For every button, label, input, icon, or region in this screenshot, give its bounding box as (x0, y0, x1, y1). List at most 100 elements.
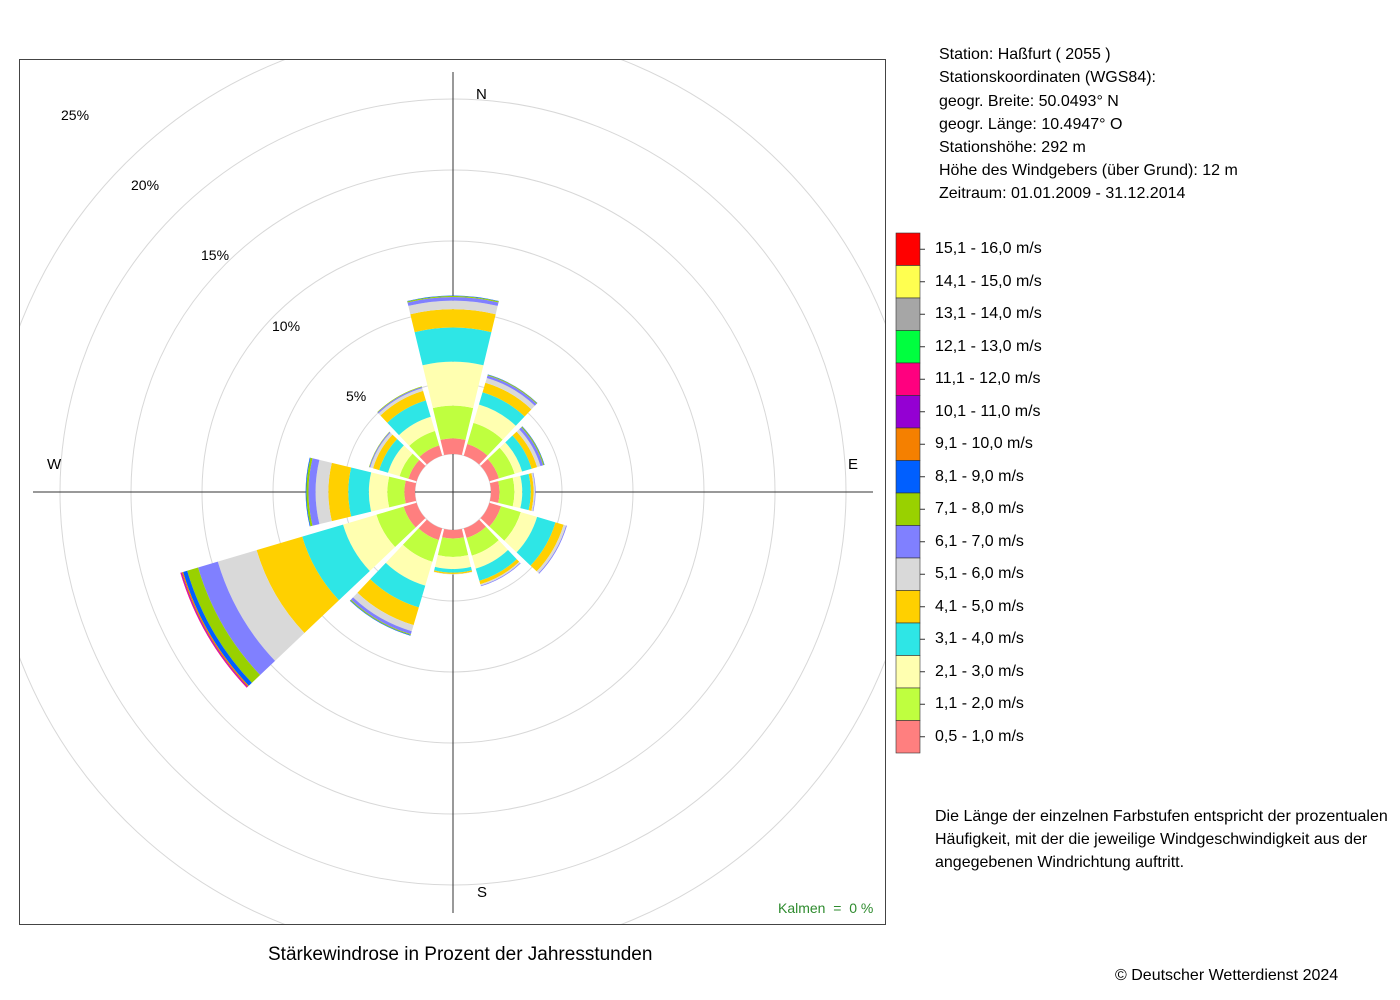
legend-label: 13,1 - 14,0 m/s (935, 305, 1042, 323)
legend-swatch (895, 395, 921, 429)
petal-segment (403, 502, 426, 528)
petal-segment (198, 561, 276, 676)
petal-segment (414, 327, 492, 366)
petal-segment (504, 512, 538, 553)
petal-segment (305, 457, 311, 527)
petal-330deg (377, 386, 443, 465)
calm-percentage: Kalmen = 0 % (778, 900, 874, 916)
petal-segment (385, 544, 433, 586)
ring-label-20: 20% (131, 177, 160, 193)
petal-segment (516, 516, 556, 566)
petal-segment (376, 506, 416, 547)
compass-axes (33, 72, 873, 913)
legend-label: 6,1 - 7,0 m/s (935, 532, 1024, 550)
legend-swatch (895, 590, 921, 624)
legend-swatch (895, 297, 921, 331)
petal-segment (499, 442, 523, 474)
legend-label: 3,1 - 4,0 m/s (935, 630, 1024, 648)
legend-label: 4,1 - 5,0 m/s (935, 597, 1024, 615)
petal-segment (348, 467, 372, 517)
petal-segment (480, 502, 502, 527)
station-coordinates-heading: Stationskoordinaten (WGS84): (939, 69, 1156, 86)
petal-segment (482, 382, 532, 417)
ring-label-25: 25% (61, 107, 90, 123)
petal-segment (407, 295, 499, 303)
petal-segment (478, 392, 525, 426)
petal-segment (530, 522, 564, 572)
petal-segment (512, 475, 523, 509)
legend-label: 0,5 - 1,0 m/s (935, 727, 1024, 745)
petal-segment (217, 550, 305, 661)
petal-segment (387, 400, 431, 436)
petal-segment (308, 458, 320, 526)
petal-segment (399, 453, 420, 479)
petal-segment (475, 549, 517, 581)
petal-segment (183, 570, 252, 686)
petal-segment (256, 536, 339, 634)
station-longitude: geogr. Länge: 10.4947° O (939, 116, 1123, 133)
legend-label: 9,1 - 10,0 m/s (935, 435, 1033, 453)
legend-swatch (895, 557, 921, 591)
petal-segment (370, 562, 426, 608)
petal-segment (437, 537, 469, 557)
legend-swatch (895, 362, 921, 396)
legend-swatch (895, 460, 921, 494)
station-elevation: Stationshöhe: 292 m (939, 139, 1086, 156)
plot-frame (19, 59, 886, 925)
petal-segment (357, 579, 419, 626)
petal-segment (434, 566, 472, 573)
petal-segment (489, 481, 500, 503)
petal-300deg (368, 431, 426, 482)
ring-label-5: 5% (346, 388, 367, 404)
legend-swatch (895, 330, 921, 364)
petal-270deg (305, 457, 417, 527)
petal-segment (519, 427, 544, 467)
legend-label: 2,1 - 3,0 m/s (935, 662, 1024, 680)
petal-segment (486, 375, 537, 406)
petal-segment (343, 514, 396, 571)
petal-segment (378, 388, 424, 416)
petal-segment (489, 506, 521, 541)
petal-segment (315, 459, 332, 525)
petal-30deg (463, 374, 538, 465)
petal-segment (350, 597, 412, 635)
legend-color-boxes (895, 232, 925, 754)
petal-segment (487, 447, 515, 479)
legend-label: 5,1 - 6,0 m/s (935, 565, 1024, 583)
petal-segment (372, 434, 398, 471)
petal-segment (463, 443, 488, 465)
petal-segment (435, 555, 471, 570)
petal-segment (433, 571, 473, 575)
petal-segment (387, 445, 413, 477)
petal-segment (532, 472, 536, 512)
petal-segment (353, 592, 414, 632)
petal-segment (398, 416, 435, 446)
petal-segment (440, 438, 466, 456)
legend-swatch (895, 265, 921, 299)
legend-label: 15,1 - 16,0 m/s (935, 240, 1042, 258)
petal-segment (480, 561, 521, 586)
petal-segment (408, 459, 426, 482)
copyright: © Deutscher Wetterdienst 2024 (1115, 967, 1339, 984)
petal-segment (328, 462, 352, 522)
petal-segment (379, 438, 404, 473)
legend-swatch (895, 687, 921, 721)
legend-label: 11,1 - 12,0 m/s (935, 370, 1041, 388)
petal-segment (410, 309, 496, 333)
petal-segment (408, 300, 498, 315)
petal-segment (402, 528, 439, 562)
petal-150deg (463, 519, 521, 587)
anemometer-height: Höhe des Windgebers (über Grund): 12 m (939, 162, 1238, 179)
petal-segment (302, 524, 370, 601)
petal-segment (520, 473, 531, 511)
petal-segment (528, 473, 534, 511)
compass-north-label: N (476, 86, 487, 103)
wind-petals (180, 295, 567, 688)
petal-90deg (489, 472, 536, 512)
petal-segment (442, 528, 464, 539)
petal-180deg (433, 528, 473, 575)
legend-label: 10,1 - 11,0 m/s (935, 402, 1041, 420)
compass-south-label: S (477, 884, 488, 901)
petal-segment (404, 480, 417, 504)
